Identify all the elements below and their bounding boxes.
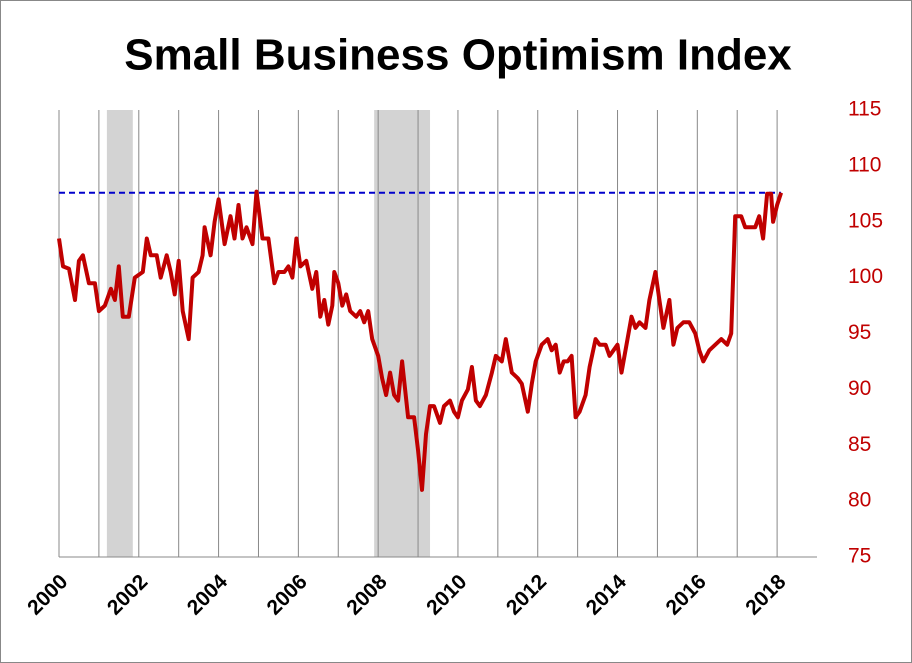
y-tick-label: 110 [848,153,881,176]
y-tick-label: 75 [848,545,871,568]
y-tick-label: 80 [848,489,871,512]
y-tick-label: 95 [848,321,871,344]
y-tick-label: 105 [848,209,883,232]
y-tick-label: 90 [848,377,871,400]
series-line [57,189,784,492]
recession-band [106,110,133,557]
chart-title: Small Business Optimism Index [124,31,792,80]
y-tick-label: 100 [848,265,883,288]
y-tick-label: 115 [848,98,881,121]
y-tick-label: 85 [848,433,871,456]
